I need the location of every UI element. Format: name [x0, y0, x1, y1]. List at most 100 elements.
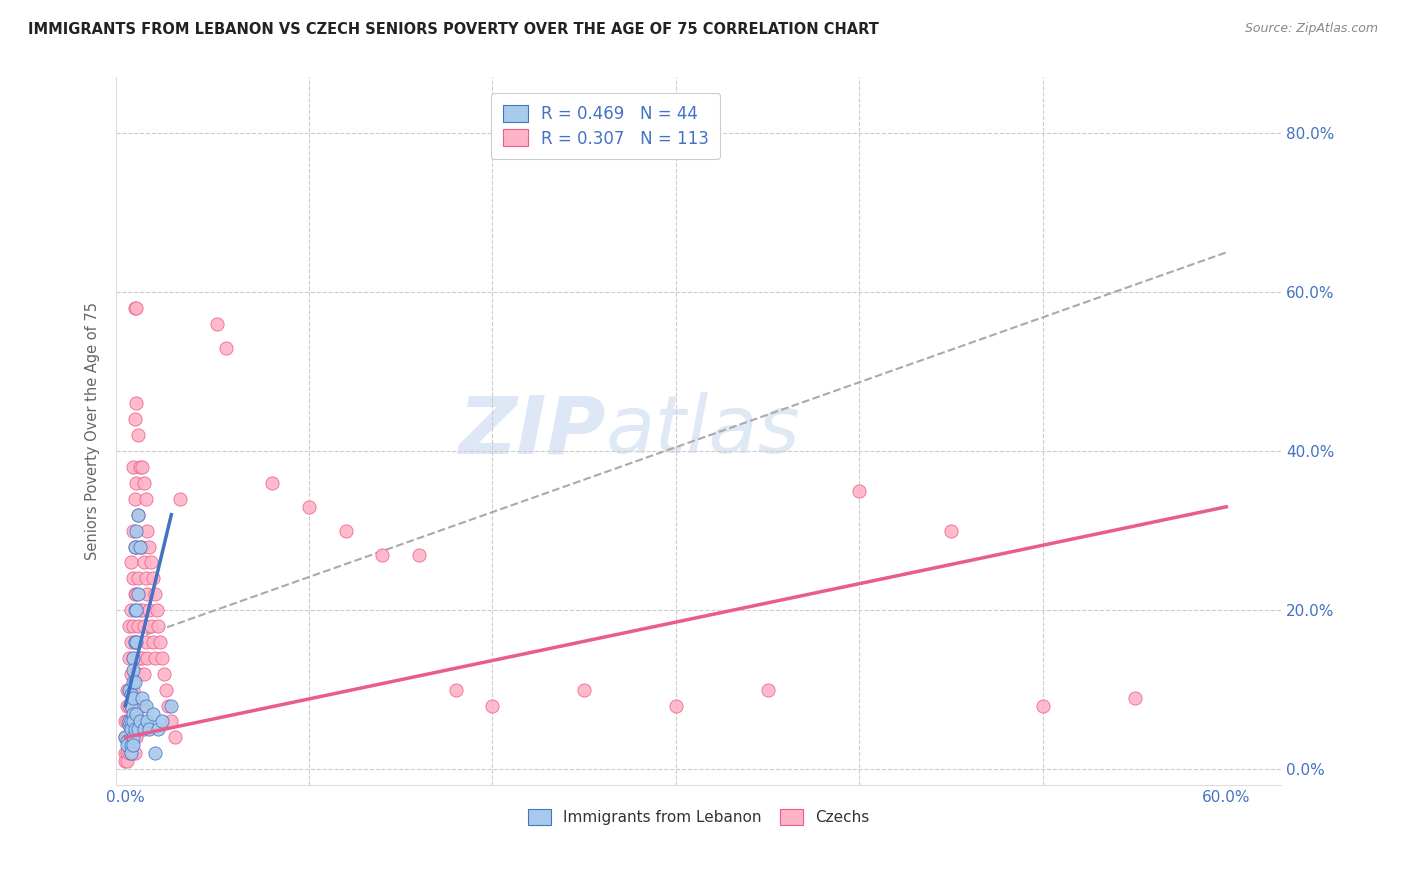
Point — [124, 635, 146, 649]
Point — [117, 739, 139, 753]
Point — [125, 524, 148, 538]
Point — [118, 731, 141, 745]
Point — [163, 731, 186, 745]
Point — [156, 698, 179, 713]
Point — [121, 731, 143, 745]
Point — [124, 723, 146, 737]
Point — [125, 540, 148, 554]
Point — [117, 734, 139, 748]
Point — [121, 714, 143, 729]
Point — [121, 746, 143, 760]
Point — [120, 714, 142, 729]
Point — [127, 723, 149, 737]
Point — [120, 666, 142, 681]
Point — [444, 682, 467, 697]
Point — [127, 508, 149, 522]
Point — [120, 687, 142, 701]
Point — [118, 714, 141, 729]
Point — [121, 714, 143, 729]
Point — [121, 706, 143, 721]
Point — [205, 317, 228, 331]
Point — [117, 698, 139, 713]
Point — [117, 714, 139, 729]
Point — [129, 714, 152, 729]
Point — [160, 714, 183, 729]
Point — [129, 603, 152, 617]
Point — [114, 754, 136, 768]
Point — [135, 571, 157, 585]
Point — [114, 714, 136, 729]
Point — [138, 603, 160, 617]
Point — [121, 731, 143, 745]
Point — [121, 571, 143, 585]
Text: ZIP: ZIP — [458, 392, 606, 470]
Point — [121, 619, 143, 633]
Point — [155, 682, 177, 697]
Point — [129, 540, 152, 554]
Point — [118, 698, 141, 713]
Point — [169, 491, 191, 506]
Point — [125, 635, 148, 649]
Point — [572, 682, 595, 697]
Point — [124, 587, 146, 601]
Point — [121, 460, 143, 475]
Point — [127, 666, 149, 681]
Point — [132, 619, 155, 633]
Point — [142, 706, 165, 721]
Point — [124, 540, 146, 554]
Point — [124, 540, 146, 554]
Point — [117, 746, 139, 760]
Point — [127, 428, 149, 442]
Point — [125, 666, 148, 681]
Point — [132, 556, 155, 570]
Point — [121, 663, 143, 677]
Point — [153, 666, 176, 681]
Point — [124, 301, 146, 315]
Point — [408, 548, 430, 562]
Point — [121, 651, 143, 665]
Point — [124, 731, 146, 745]
Point — [120, 746, 142, 760]
Point — [120, 698, 142, 713]
Point — [129, 651, 152, 665]
Point — [142, 571, 165, 585]
Point — [117, 682, 139, 697]
Point — [136, 524, 159, 538]
Point — [665, 698, 688, 713]
Point — [1123, 690, 1146, 705]
Y-axis label: Seniors Poverty Over the Age of 75: Seniors Poverty Over the Age of 75 — [86, 302, 100, 560]
Point — [149, 635, 172, 649]
Point — [129, 540, 152, 554]
Point — [127, 714, 149, 729]
Point — [120, 731, 142, 745]
Point — [114, 746, 136, 760]
Point — [131, 603, 153, 617]
Point — [117, 754, 139, 768]
Point — [121, 739, 143, 753]
Point — [117, 731, 139, 745]
Point — [120, 739, 142, 753]
Point — [848, 483, 870, 498]
Point — [124, 746, 146, 760]
Point — [120, 714, 142, 729]
Point — [136, 651, 159, 665]
Point — [131, 651, 153, 665]
Point — [138, 723, 160, 737]
Point — [127, 571, 149, 585]
Point — [1032, 698, 1054, 713]
Point — [143, 587, 166, 601]
Point — [131, 460, 153, 475]
Point — [118, 746, 141, 760]
Point — [114, 731, 136, 745]
Point — [148, 619, 170, 633]
Point — [125, 698, 148, 713]
Point — [127, 619, 149, 633]
Point — [124, 603, 146, 617]
Point — [125, 731, 148, 745]
Point — [121, 690, 143, 705]
Point — [132, 666, 155, 681]
Text: Source: ZipAtlas.com: Source: ZipAtlas.com — [1244, 22, 1378, 36]
Point — [118, 718, 141, 732]
Point — [125, 396, 148, 410]
Point — [124, 491, 146, 506]
